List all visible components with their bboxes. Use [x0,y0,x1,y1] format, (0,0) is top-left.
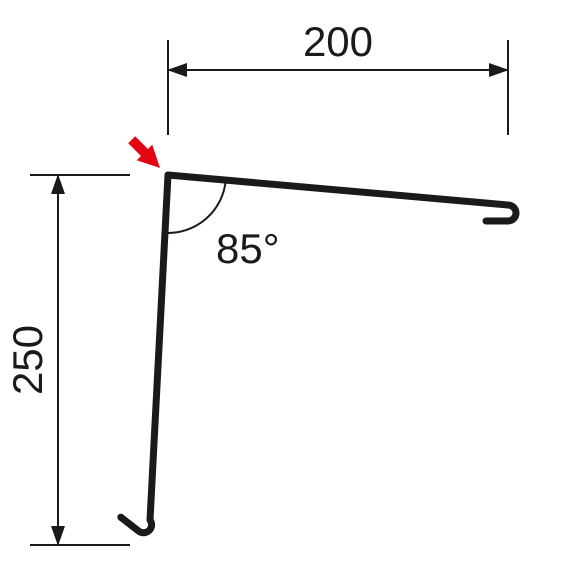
top-dimension-label: 200 [303,18,373,65]
left-dimension-label: 250 [4,325,51,395]
profile-vertical-leg [121,175,168,533]
angle-label: 85° [216,225,280,272]
pointer-arrow-icon [128,136,160,168]
profile-horizontal-leg [168,175,516,221]
profile-diagram: 200 250 85° [0,0,563,566]
